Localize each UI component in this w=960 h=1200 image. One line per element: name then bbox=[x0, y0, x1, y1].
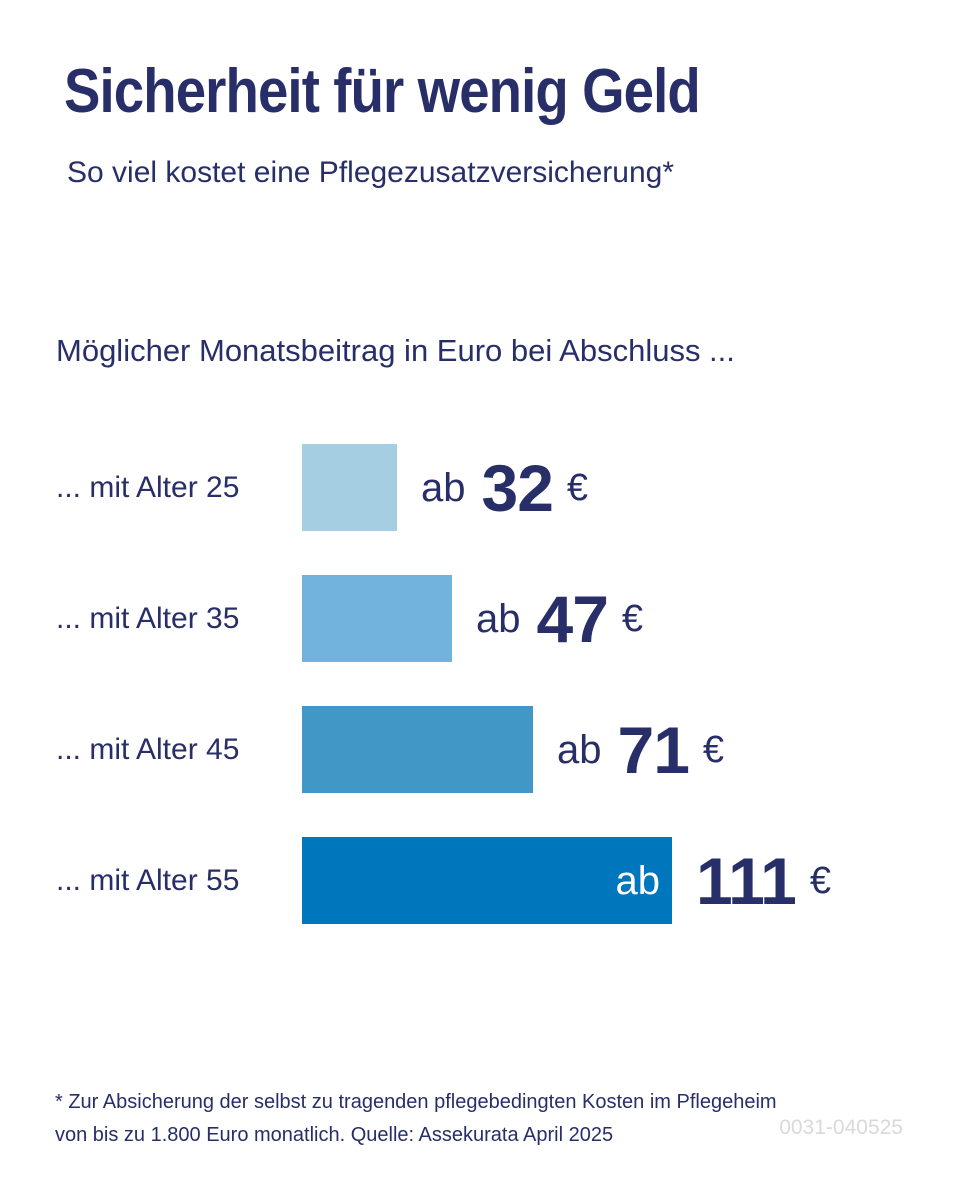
euro-sign: € bbox=[621, 597, 644, 640]
bar-row-label: ... mit Alter 35 bbox=[56, 601, 240, 635]
bar-row: ... mit Alter 35 ab 47 € bbox=[56, 575, 831, 662]
bar-value-prefix: ab bbox=[421, 465, 466, 510]
chart-heading: Möglicher Monatsbeitrag in Euro bei Absc… bbox=[56, 333, 735, 368]
document-code: 0031-040525 bbox=[779, 1116, 903, 1139]
bar-value-prefix: ab bbox=[557, 727, 602, 772]
bar-value-number: 111 bbox=[696, 843, 797, 918]
euro-sign: € bbox=[702, 728, 725, 771]
footnote: * Zur Absicherung der selbst zu tragende… bbox=[55, 1086, 777, 1152]
bar-value: ab 47 € bbox=[476, 586, 643, 652]
page-title: Sicherheit für wenig Geld bbox=[64, 57, 701, 126]
bar-value-prefix-inside: ab bbox=[615, 858, 661, 903]
bar-row: ... mit Alter 55 ab 111 € bbox=[56, 837, 831, 924]
bar-value-number: 32 bbox=[481, 450, 554, 525]
bar-chart: ... mit Alter 25 ab 32 € ... mit Alter 3… bbox=[56, 444, 831, 968]
bar-row-label: ... mit Alter 45 bbox=[56, 732, 240, 766]
bar-row-label: ... mit Alter 55 bbox=[56, 863, 240, 897]
footnote-line-2: von bis zu 1.800 Euro monatlich. Quelle:… bbox=[55, 1124, 614, 1146]
bar-value-number: 47 bbox=[536, 581, 609, 656]
bar bbox=[302, 706, 533, 793]
euro-sign: € bbox=[809, 859, 831, 902]
bar: ab bbox=[302, 837, 672, 924]
bar-value: ab 32 € bbox=[421, 455, 588, 521]
footnote-line-1: * Zur Absicherung der selbst zu tragende… bbox=[55, 1091, 777, 1113]
bar bbox=[302, 444, 397, 531]
bar bbox=[302, 575, 452, 662]
bar-value: ab 71 € bbox=[557, 717, 724, 783]
bar-value: 111 € bbox=[696, 848, 831, 914]
bar-value-prefix: ab bbox=[476, 596, 521, 641]
bar-row: ... mit Alter 45 ab 71 € bbox=[56, 706, 831, 793]
bar-row: ... mit Alter 25 ab 32 € bbox=[56, 444, 831, 531]
euro-sign: € bbox=[566, 466, 589, 509]
bar-row-label: ... mit Alter 25 bbox=[56, 470, 240, 504]
bar-value-number: 71 bbox=[617, 712, 690, 787]
subtitle: So viel kostet eine Pflegezusatzversiche… bbox=[67, 156, 675, 189]
